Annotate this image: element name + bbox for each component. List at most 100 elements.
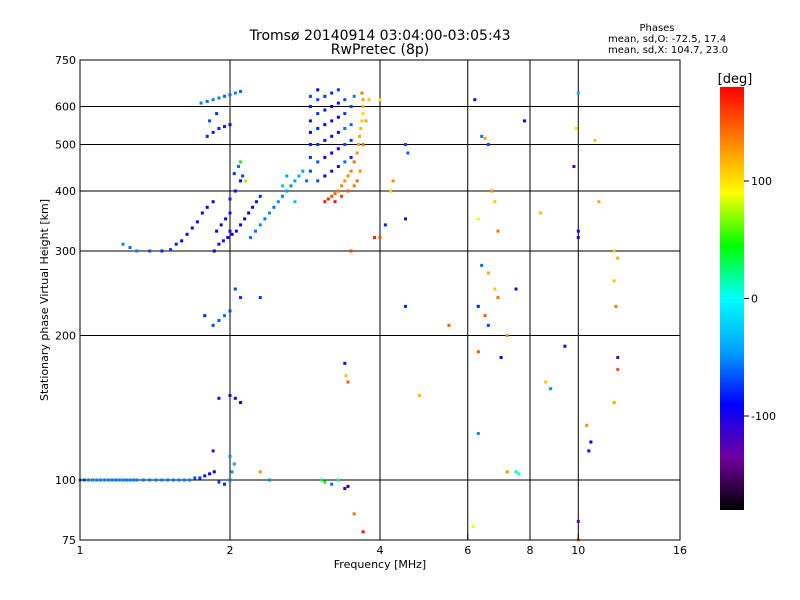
data-point bbox=[616, 355, 620, 359]
data-point bbox=[336, 101, 340, 105]
data-point bbox=[316, 160, 320, 164]
data-point bbox=[121, 242, 125, 246]
data-point bbox=[233, 287, 237, 291]
data-point bbox=[228, 211, 232, 215]
data-point bbox=[358, 169, 362, 173]
data-point bbox=[228, 394, 232, 398]
data-point bbox=[125, 478, 129, 482]
data-point bbox=[141, 478, 145, 482]
data-point bbox=[476, 304, 480, 308]
data-point bbox=[228, 454, 232, 458]
y-tick-label: 300 bbox=[55, 245, 76, 258]
data-point bbox=[349, 123, 353, 127]
data-point bbox=[249, 236, 253, 240]
data-point bbox=[614, 304, 618, 308]
data-point bbox=[476, 350, 480, 354]
y-tick-label: 75 bbox=[62, 534, 76, 547]
data-point bbox=[301, 169, 305, 173]
data-point bbox=[223, 125, 227, 129]
data-point bbox=[135, 249, 139, 253]
data-point bbox=[480, 263, 484, 267]
data-point bbox=[349, 155, 353, 159]
data-point bbox=[106, 478, 110, 482]
data-point bbox=[293, 179, 297, 183]
data-point bbox=[496, 229, 500, 233]
data-point bbox=[203, 314, 207, 318]
data-point bbox=[480, 134, 484, 138]
data-point bbox=[361, 143, 365, 147]
data-point bbox=[263, 217, 267, 221]
data-point bbox=[224, 217, 228, 221]
data-point bbox=[211, 323, 215, 327]
data-point bbox=[336, 164, 340, 168]
data-point bbox=[281, 184, 285, 188]
data-point bbox=[403, 143, 407, 147]
data-point bbox=[276, 200, 280, 204]
data-point bbox=[330, 482, 334, 486]
data-point bbox=[358, 134, 362, 138]
x-tick-label: 6 bbox=[464, 544, 471, 557]
data-point bbox=[211, 449, 215, 453]
stats-line-o: mean, sd,O: -72.5, 17.4 bbox=[608, 34, 726, 45]
data-point bbox=[285, 189, 289, 193]
data-point bbox=[574, 126, 578, 130]
data-point bbox=[211, 200, 215, 204]
data-point bbox=[239, 401, 243, 405]
data-point bbox=[228, 197, 232, 201]
data-point bbox=[308, 155, 312, 159]
data-point bbox=[403, 217, 407, 221]
data-point bbox=[364, 119, 368, 123]
data-point bbox=[316, 126, 320, 130]
data-point bbox=[572, 164, 576, 168]
data-point bbox=[169, 248, 173, 252]
data-point bbox=[316, 112, 320, 116]
data-point bbox=[166, 478, 170, 482]
data-point bbox=[323, 155, 327, 159]
data-point bbox=[343, 143, 347, 147]
data-point bbox=[612, 249, 616, 253]
data-point bbox=[212, 249, 216, 253]
data-point bbox=[356, 143, 360, 147]
data-point bbox=[505, 470, 509, 474]
data-point bbox=[211, 98, 215, 102]
data-point bbox=[585, 423, 589, 427]
data-point bbox=[208, 472, 212, 476]
data-point bbox=[340, 194, 344, 198]
data-point bbox=[406, 151, 410, 155]
data-point bbox=[343, 112, 347, 116]
data-point bbox=[349, 105, 353, 109]
data-point bbox=[193, 476, 197, 480]
x-tick-label: 10 bbox=[571, 544, 585, 557]
y-axis-ticks: 750 600 500 400 300 200 100 75 bbox=[55, 54, 86, 547]
y-tick-label: 500 bbox=[55, 139, 76, 152]
data-point bbox=[539, 211, 543, 215]
data-point bbox=[336, 189, 340, 193]
data-point bbox=[330, 151, 334, 155]
data-point bbox=[361, 98, 365, 102]
data-point bbox=[316, 179, 320, 183]
data-point bbox=[239, 296, 243, 300]
data-point bbox=[330, 119, 334, 123]
data-point bbox=[236, 164, 240, 168]
y-tick-label: 750 bbox=[55, 54, 76, 67]
data-point bbox=[208, 119, 212, 123]
data-point bbox=[323, 200, 327, 204]
data-point bbox=[417, 394, 421, 398]
data-point bbox=[148, 478, 152, 482]
data-point bbox=[544, 380, 548, 384]
data-point bbox=[343, 179, 347, 183]
data-point bbox=[281, 194, 285, 198]
data-point bbox=[272, 205, 276, 209]
data-point bbox=[203, 474, 207, 478]
data-point bbox=[359, 126, 363, 130]
data-point bbox=[333, 200, 337, 204]
data-point bbox=[360, 119, 364, 123]
data-point bbox=[403, 304, 407, 308]
x-tick-label: 16 bbox=[673, 544, 687, 557]
y-tick-label: 100 bbox=[55, 474, 76, 487]
data-point bbox=[587, 449, 591, 453]
data-point bbox=[217, 242, 221, 246]
data-point bbox=[285, 174, 289, 178]
x-axis-label: Frequency [MHz] bbox=[334, 558, 426, 571]
data-point bbox=[483, 136, 487, 140]
